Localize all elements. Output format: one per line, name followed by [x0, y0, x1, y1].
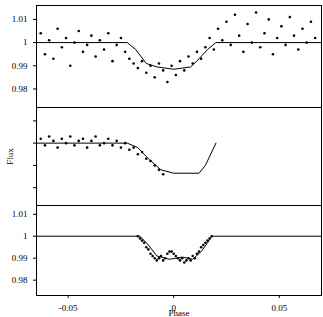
- svg-text:1.01: 1.01: [12, 14, 28, 24]
- svg-text:Phase: Phase: [169, 308, 190, 317]
- svg-text:0.98: 0.98: [12, 84, 28, 94]
- svg-text:0.98: 0.98: [12, 275, 28, 285]
- svg-text:0.99: 0.99: [12, 253, 28, 263]
- svg-text:0.99: 0.99: [12, 61, 28, 71]
- svg-text:1: 1: [23, 37, 28, 47]
- svg-text:Flux: Flux: [5, 148, 15, 165]
- svg-text:0.05: 0.05: [271, 303, 287, 313]
- svg-text:-0.05: -0.05: [59, 303, 78, 313]
- svg-text:1: 1: [23, 231, 28, 241]
- svg-text:1.01: 1.01: [12, 209, 28, 219]
